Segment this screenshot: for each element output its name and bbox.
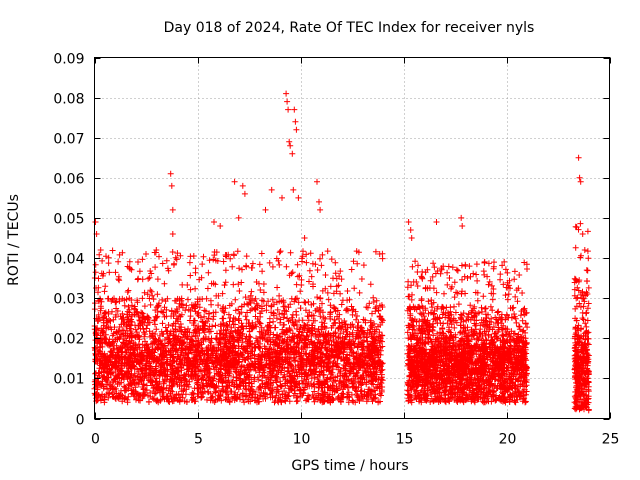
chart-title: Day 018 of 2024, Rate Of TEC Index for r… <box>164 20 535 36</box>
y-tick-label: 0.04 <box>53 252 84 268</box>
x-tick-label: 5 <box>194 432 203 448</box>
y-tick-label: 0.06 <box>53 172 84 188</box>
data-points <box>91 90 592 414</box>
plot-frame <box>94 57 610 419</box>
y-axis-title: ROTI / TECUs <box>6 194 22 286</box>
y-tick-label: 0.01 <box>53 372 84 388</box>
y-tick-label: 0 <box>76 413 85 429</box>
y-tick-label: 0.03 <box>53 292 84 308</box>
x-tick-label: 15 <box>396 432 414 448</box>
scatter-points <box>91 90 592 414</box>
y-tick-label: 0.08 <box>53 92 84 108</box>
x-tick-label: 10 <box>293 432 311 448</box>
x-axis-title: GPS time / hours <box>291 458 408 474</box>
x-tick-label: 0 <box>91 432 100 448</box>
y-tick-label: 0.09 <box>53 52 84 68</box>
x-tick-label: 25 <box>602 432 620 448</box>
axis-ticks: 0 0.01 0.02 0.03 0.04 0.05 0.06 0.07 0.08 0.09 0 5 1… <box>53 52 619 448</box>
y-tick-label: 0.07 <box>53 132 84 148</box>
y-tick-label: 0.05 <box>53 212 84 228</box>
x-tick-label: 20 <box>499 432 517 448</box>
y-tick-label: 0.02 <box>53 332 84 348</box>
